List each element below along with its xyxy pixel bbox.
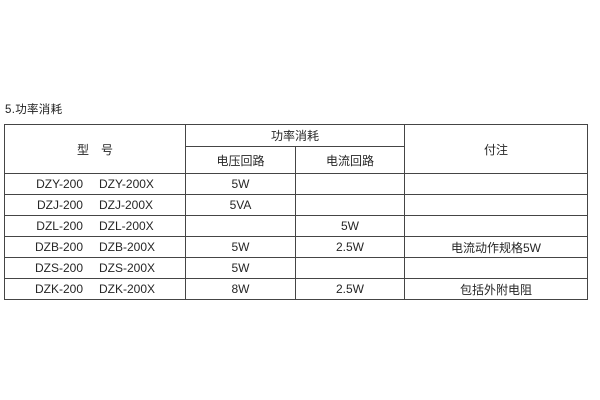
cell-note [404, 257, 589, 279]
model-name: DZB-200 [34, 240, 83, 254]
cell-voltage: 5W [185, 257, 296, 279]
table-row: DZL-200 DZL-200X 5W [4, 215, 589, 237]
cell-voltage: 5W [185, 173, 296, 195]
model-name: DZL-200 [36, 219, 83, 233]
model-name: DZS-200 [34, 261, 83, 275]
cell-current: 5W [294, 215, 406, 237]
cell-model: DZY-200 DZY-200X [4, 173, 186, 195]
model-name-x: DZK-200X [99, 282, 156, 296]
table-row: DZS-200 DZS-200X 5W [4, 257, 589, 279]
cell-voltage: 5W [185, 236, 296, 258]
cell-note: 包括外附电阻 [404, 278, 589, 300]
model-name-x: DZJ-200X [98, 198, 154, 212]
header-voltage-circuit: 电压回路 [185, 146, 296, 174]
table-row: DZK-200 DZK-200X 8W 2.5W 包括外附电阻 [4, 278, 589, 300]
header-notes: 付注 [404, 124, 589, 174]
model-name: DZK-200 [34, 282, 83, 296]
cell-note [404, 215, 589, 237]
cell-model: DZJ-200 DZJ-200X [4, 194, 186, 216]
table-row: DZB-200 DZB-200X 5W 2.5W 电流动作规格5W [4, 236, 589, 258]
header-model: 型 号 [4, 124, 186, 174]
model-name-x: DZL-200X [98, 219, 154, 233]
cell-current: 2.5W [294, 236, 406, 258]
model-name: DZY-200 [36, 177, 83, 191]
cell-current: 2.5W [294, 278, 406, 300]
cell-current [294, 194, 406, 216]
header-row-sub: 电压回路 电流回路 [5, 146, 588, 174]
cell-voltage: 5VA [185, 194, 296, 216]
cell-voltage: 8W [185, 278, 296, 300]
cell-note [404, 173, 589, 195]
header-row-top: 型 号 功率消耗 付注 [4, 124, 589, 174]
model-name: DZJ-200 [36, 198, 83, 212]
cell-note: 电流动作规格5W [404, 236, 589, 258]
table-row: DZJ-200 DZJ-200X 5VA [4, 194, 589, 216]
model-name-x: DZY-200X [99, 177, 154, 191]
cell-voltage [185, 215, 296, 237]
header-power-group: 功率消耗 [184, 124, 406, 147]
cell-model: DZS-200 DZS-200X [4, 257, 186, 279]
section-title: 5.功率消耗 [5, 104, 63, 116]
header-current-circuit: 电流回路 [294, 146, 406, 174]
model-name-x: DZS-200X [99, 261, 156, 275]
cell-model: DZL-200 DZL-200X [4, 215, 186, 237]
cell-model: DZK-200 DZK-200X [4, 278, 186, 300]
cell-current [294, 257, 406, 279]
model-name-x: DZB-200X [99, 240, 156, 254]
cell-current [294, 173, 406, 195]
power-consumption-table: 型 号 功率消耗 付注 电压回路 电流回路 DZY-200 DZY-200X 5… [4, 124, 589, 300]
table-row: DZY-200 DZY-200X 5W [4, 173, 589, 195]
cell-model: DZB-200 DZB-200X [4, 236, 186, 258]
cell-note [404, 194, 589, 216]
